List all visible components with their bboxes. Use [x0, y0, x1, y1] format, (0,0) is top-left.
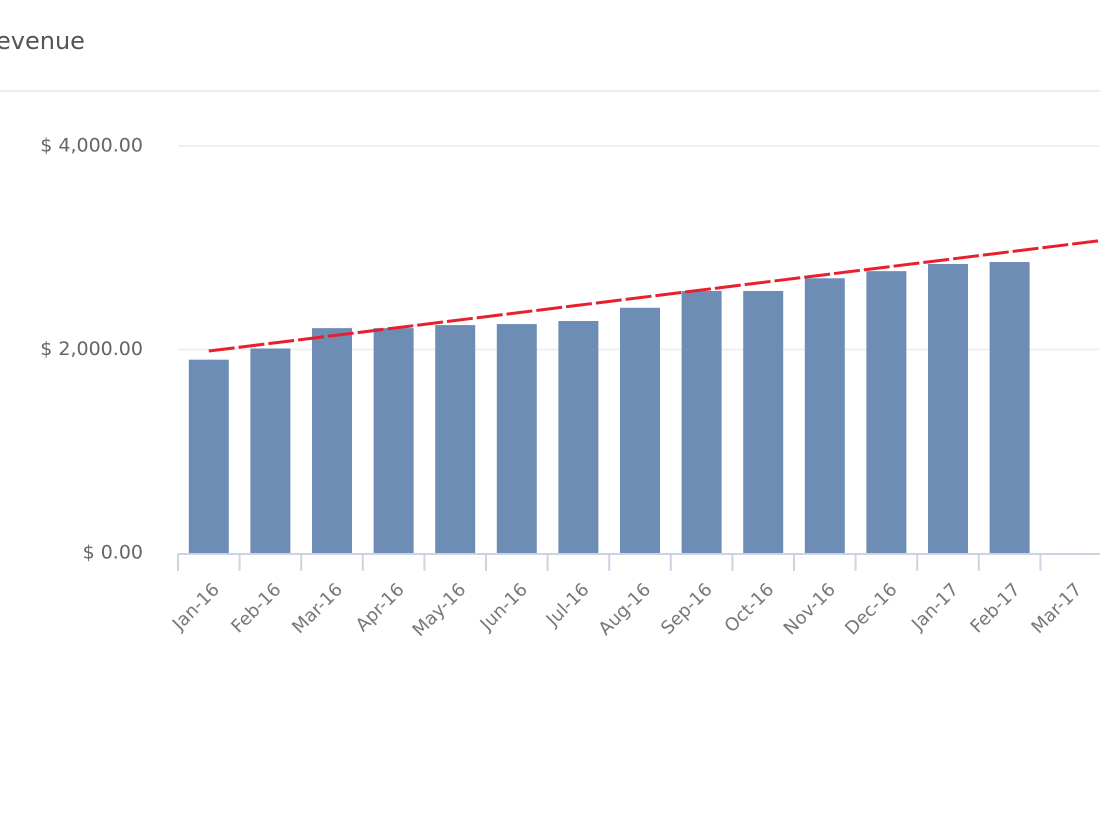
x-tick-label: Feb-16 [227, 579, 285, 637]
chart-title: evenue [0, 27, 85, 55]
trend-line [208, 239, 1100, 353]
y-tick-label: $ 4,000.00 [40, 135, 143, 157]
bar [496, 324, 537, 553]
bar [188, 359, 229, 553]
bar [804, 278, 845, 553]
x-tick-label: Oct-16 [721, 579, 779, 637]
bar [312, 328, 352, 553]
y-tick-label: $ 0.00 [83, 542, 143, 564]
bar [435, 325, 476, 553]
bar [928, 264, 968, 553]
x-tick-label: Jan-16 [168, 579, 224, 635]
x-tick-label: Aug-16 [595, 579, 655, 639]
bar [743, 290, 784, 553]
x-tick-label: Nov-16 [780, 579, 840, 639]
bar [373, 328, 414, 553]
x-tick-label: Apr-16 [352, 579, 409, 636]
x-tick-label: May-16 [409, 579, 471, 641]
x-tick-label: Mar-17 [1027, 579, 1086, 638]
x-tick-label: Dec-16 [841, 579, 901, 639]
x-tick-label: Feb-17 [966, 579, 1024, 637]
bar [866, 271, 907, 553]
bar [558, 321, 599, 553]
y-tick-label: $ 2,000.00 [40, 338, 143, 360]
x-tick-label: Jan-17 [907, 579, 963, 635]
x-tick-label: Jul-16 [542, 579, 594, 631]
bar [620, 307, 660, 553]
x-tick-label: Sep-16 [657, 579, 717, 639]
bar [250, 348, 291, 553]
bar [681, 290, 722, 553]
x-tick-label: Mar-16 [288, 579, 347, 638]
x-tick-label: Jun-16 [476, 579, 532, 635]
bar [989, 261, 1030, 553]
